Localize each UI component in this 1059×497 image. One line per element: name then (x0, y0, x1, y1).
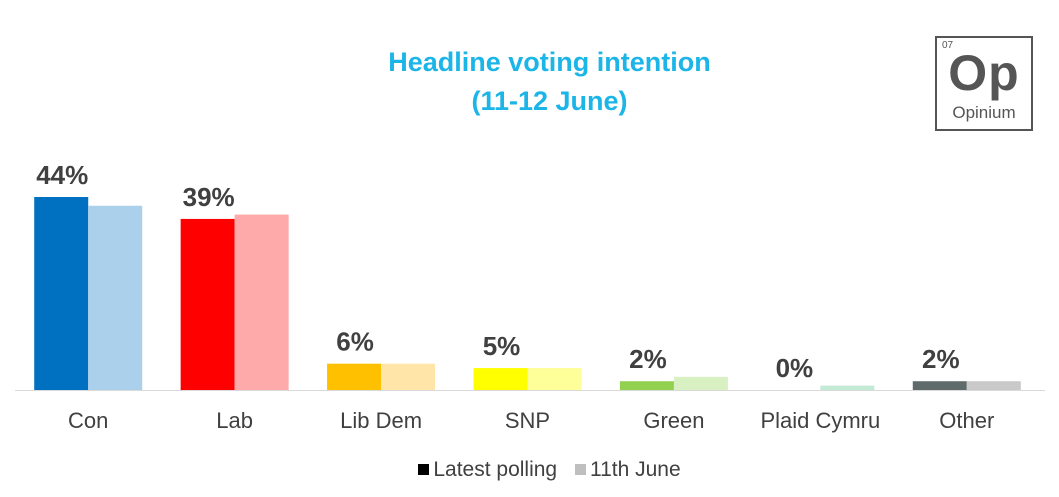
category-label-lab: Lab (216, 408, 253, 433)
legend-label-previous: 11th June (589, 458, 681, 481)
category-label-other: Other (939, 408, 994, 433)
chart-subtitle: (11-12 June) (471, 86, 628, 116)
bar-green-previous (673, 376, 728, 390)
category-label-plaid-cymru: Plaid Cymru (760, 408, 880, 433)
bar-con-previous (88, 205, 143, 390)
category-label-con: Con (68, 408, 108, 433)
bar-plaid-cymru-previous (820, 385, 875, 390)
legend-label-latest: Latest polling (433, 458, 558, 481)
data-label-con: 44% (36, 160, 88, 190)
legend-swatch-previous (574, 464, 586, 475)
logo-number: 07 (942, 40, 954, 51)
bar-other-previous (966, 381, 1021, 390)
bar-snp-latest (473, 368, 528, 390)
bar-green-latest (619, 381, 674, 390)
chart-title: Headline voting intention (388, 47, 711, 77)
logo-name: Opinium (952, 103, 1016, 122)
legend-swatch-latest (418, 464, 430, 475)
legend-item-latest: Latest polling (418, 458, 557, 482)
bar-other-latest (912, 381, 967, 390)
data-label-plaid-cymru: 0% (776, 353, 814, 383)
data-label-green: 2% (629, 344, 667, 374)
legend-item-previous: 11th June (574, 458, 681, 482)
logo-symbol: Op (948, 45, 1020, 101)
data-label-lib-dem: 6% (336, 327, 374, 357)
category-label-snp: SNP (505, 408, 550, 433)
chart-legend: Latest polling 11th June (0, 458, 1059, 482)
bar-snp-previous (527, 368, 582, 390)
data-label-lab: 39% (183, 182, 235, 212)
opinium-logo: 07 Op Opinium (935, 36, 1033, 131)
bar-lib-dem-previous (381, 363, 436, 390)
bar-lib-dem-latest (327, 363, 382, 390)
bar-con-latest (34, 197, 89, 390)
data-label-other: 2% (922, 344, 960, 374)
bar-lab-previous (234, 214, 289, 390)
category-label-green: Green (643, 408, 704, 433)
category-label-lib-dem: Lib Dem (340, 408, 422, 433)
data-label-snp: 5% (483, 331, 521, 361)
bar-lab-latest (180, 218, 235, 390)
